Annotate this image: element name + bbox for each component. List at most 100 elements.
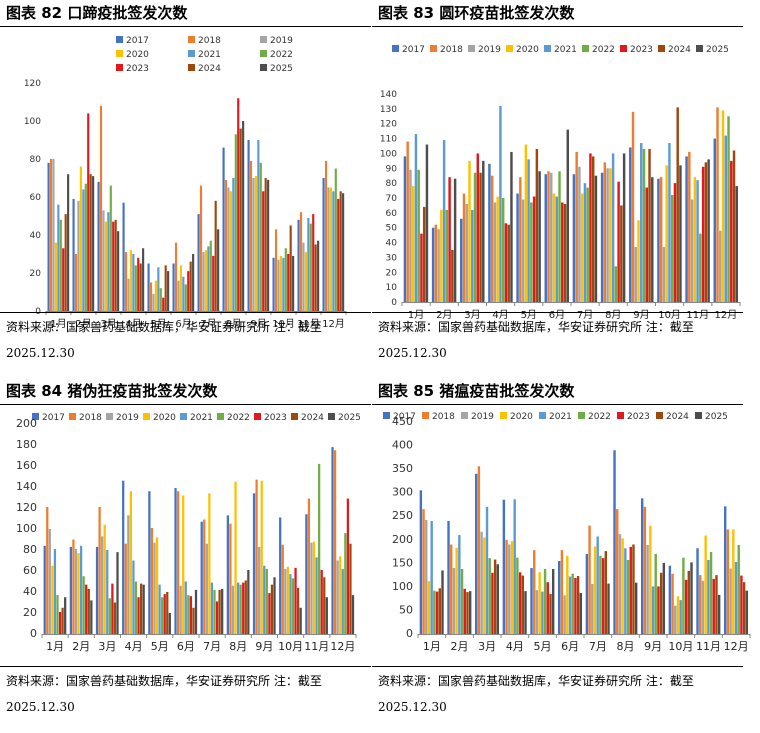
source-note: 资料来源：国家兽药基础数据库，华安证券研究所 注：截至 2025.12.30 (378, 668, 740, 720)
bar-2022-5月 (159, 288, 162, 311)
bar-2025-3月 (117, 231, 120, 311)
source-line-1: 资料来源：国家兽药基础数据库，华安证券研究所 注：截至 (6, 320, 322, 334)
x-tick-label: 6月 (561, 640, 579, 653)
bar-2019-11月 (310, 542, 313, 634)
bar-2024-4月 (507, 224, 510, 302)
bar-2022-12月 (344, 533, 347, 634)
x-tick-label: 1月 (50, 318, 66, 330)
bar-2020-2月 (77, 553, 80, 634)
bar-2025-2月 (453, 178, 457, 302)
bar-2021-5月 (527, 159, 530, 302)
bar-2021-6月 (568, 576, 572, 634)
bar-2023-11月 (701, 166, 705, 302)
bar-2020-3月 (483, 537, 486, 634)
legend-swatch-2021 (539, 412, 546, 419)
bar-2021-11月 (696, 180, 699, 302)
y-tick-label: 120 (24, 79, 41, 89)
bar-2025-8月 (622, 153, 626, 302)
bar-2020-12月 (329, 187, 332, 311)
bar-2023-2月 (87, 113, 90, 312)
legend-label-2024: 2024 (666, 412, 689, 422)
y-tick-label: 200 (16, 417, 37, 430)
bar-2023-8月 (629, 546, 632, 634)
bar-2017-1月 (47, 162, 50, 311)
bar-2025-7月 (594, 175, 598, 302)
bar-2018-5月 (150, 527, 154, 634)
bar-2018-8月 (224, 179, 228, 311)
bar-2017-3月 (97, 181, 100, 311)
bar-2019-1月 (48, 529, 51, 634)
x-tick-label: 2月 (72, 640, 90, 653)
bar-2018-2月 (434, 224, 438, 302)
bar-2021-11月 (707, 560, 710, 634)
bar-2019-6月 (550, 172, 553, 302)
title-rule (0, 404, 371, 405)
legend-swatch-2017 (383, 412, 390, 419)
bar-2024-11月 (715, 575, 718, 634)
bar-2025-11月 (717, 594, 721, 634)
bar-2017-6月 (172, 263, 175, 311)
bar-2019-3月 (102, 210, 105, 311)
bar-2019-10月 (662, 247, 666, 302)
y-tick-label: 40 (23, 585, 37, 598)
bar-2018-1月 (49, 159, 53, 311)
x-tick-label: 7月 (589, 640, 607, 653)
bar-2022-8月 (239, 584, 242, 634)
bar-2020-10月 (279, 255, 282, 311)
bar-2017-9月 (640, 498, 644, 634)
bar-2021-1月 (57, 204, 60, 311)
bar-2017-6月 (544, 174, 547, 302)
bar-2018-5月 (519, 177, 522, 302)
bar-2017-2月 (431, 227, 435, 302)
bar-2023-2月 (448, 177, 451, 302)
x-tick-label: 5月 (534, 640, 552, 653)
bar-2019-7月 (202, 252, 205, 311)
title-rule (0, 26, 371, 27)
bar-2024-1月 (64, 214, 67, 311)
bar-2017-4月 (122, 202, 125, 311)
bar-2022-7月 (209, 240, 212, 311)
bar-2024-7月 (591, 156, 595, 302)
legend-label-2020: 2020 (153, 413, 176, 423)
x-tick-label: 7月 (203, 640, 221, 653)
bar-2025-9月 (662, 562, 666, 634)
y-tick-label: 10 (386, 283, 398, 293)
x-tick-label: 10月 (668, 640, 693, 653)
bar-2021-3月 (471, 209, 474, 302)
y-tick-label: 60 (386, 209, 398, 219)
bar-2017-11月 (305, 514, 308, 634)
bar-2021-6月 (184, 581, 187, 634)
bar-2018-1月 (46, 506, 49, 634)
bar-2025-1月 (64, 597, 67, 634)
bar-2024-12月 (732, 150, 736, 302)
bar-2018-2月 (72, 539, 75, 634)
bar-2023-7月 (215, 601, 219, 634)
y-tick-label: 130 (380, 105, 397, 115)
bar-2024-3月 (493, 559, 497, 634)
legend-swatch-2023 (254, 413, 261, 420)
legend-label-2020: 2020 (516, 45, 539, 55)
x-tick-label: 12月 (330, 640, 355, 653)
y-tick-label: 80 (30, 155, 42, 165)
bar-2018-3月 (477, 466, 481, 634)
bar-2023-4月 (504, 223, 508, 302)
bar-2021-12月 (332, 191, 335, 311)
bar-2019-4月 (493, 202, 497, 302)
y-tick-label: 70 (386, 194, 398, 204)
bar-2017-12月 (723, 506, 727, 634)
y-tick-label: 80 (386, 179, 398, 189)
bar-2024-8月 (620, 205, 623, 302)
bar-2023-10月 (673, 183, 677, 302)
bar-2019-8月 (606, 168, 609, 302)
y-tick-label: 140 (16, 480, 37, 493)
bar-2021-7月 (207, 246, 210, 311)
bar-2023-2月 (463, 588, 466, 634)
bar-2025-5月 (168, 613, 171, 634)
bar-2022-5月 (161, 597, 164, 634)
legend-label-2025: 2025 (705, 412, 728, 422)
bar-2023-6月 (187, 271, 190, 311)
bar-2018-3月 (462, 193, 466, 302)
bar-2024-2月 (89, 174, 92, 311)
legend-label-2019: 2019 (116, 413, 139, 423)
